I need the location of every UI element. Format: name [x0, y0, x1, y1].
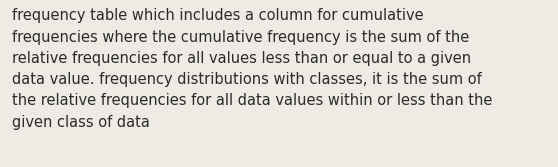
Text: frequency table which includes a column for cumulative
frequencies where the cum: frequency table which includes a column …: [12, 8, 493, 130]
